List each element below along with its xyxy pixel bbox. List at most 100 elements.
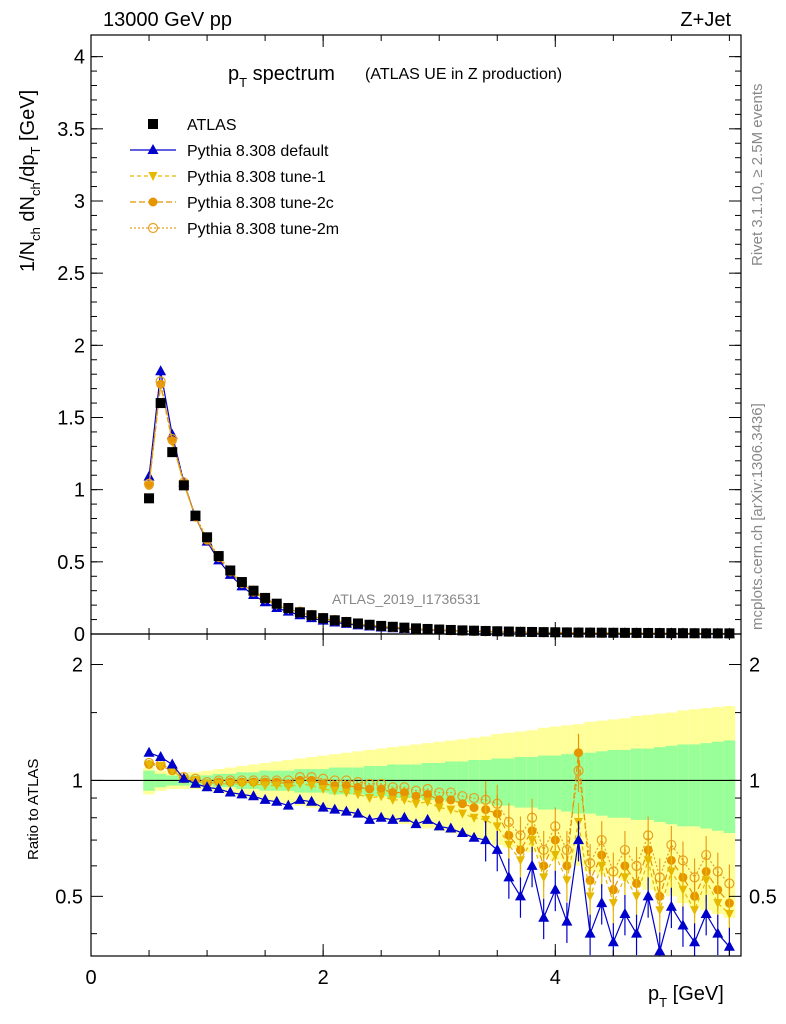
ratio-ytick-label: 1 — [72, 770, 83, 792]
band-inner — [561, 754, 573, 812]
ratio-point-tune1 — [632, 892, 642, 902]
ratio-point-tune1 — [249, 779, 258, 789]
ratio-point-tune1 — [411, 799, 421, 809]
ratio-ytick-label: 0.5 — [55, 886, 83, 908]
ratio-point-tune1 — [283, 783, 293, 793]
ratio-point-default — [433, 820, 445, 831]
main-point-atlas — [422, 623, 433, 634]
main-point-atlas — [144, 493, 155, 504]
main-ytick-label: 4 — [74, 47, 85, 69]
main-ytick-label: 1.5 — [57, 407, 85, 429]
ratio-point-tune1 — [399, 795, 409, 805]
ratio-point-default — [491, 843, 503, 854]
ratio-point-default — [213, 782, 225, 793]
legend-marker-tune2c — [148, 197, 158, 207]
ratio-point-tune1 — [295, 779, 305, 789]
main-point-atlas — [225, 565, 236, 576]
band-inner — [375, 766, 387, 797]
ratio-ylabel: Ratio to ATLAS — [25, 759, 42, 860]
ratio-point-tune1 — [515, 856, 525, 866]
ratio-point-tune1 — [643, 856, 653, 866]
xtick-label: 0 — [85, 967, 96, 989]
axes: 0 0.5 1 1.5 2 2.5 3 3.5 4 0 2 4 0.5 1 2 0.5 1 2 — [55, 34, 777, 989]
side-text-bottom: mcplots.cern.ch [arXiv:1306.3436] — [749, 403, 766, 630]
main-data — [143, 365, 735, 639]
ratio-point-tune1 — [307, 781, 317, 791]
band-inner — [630, 748, 643, 820]
ratio-point-tune1 — [446, 805, 456, 815]
main-point-atlas — [271, 598, 282, 609]
ratio-point-default — [248, 790, 259, 801]
band-inner — [595, 751, 608, 816]
ratio-ytick-label-right: 2 — [749, 654, 760, 676]
ratio-point-default — [166, 758, 178, 769]
ratio-point-default — [259, 793, 271, 804]
ratio-point-tune1 — [597, 861, 607, 871]
band-inner — [549, 755, 562, 810]
main-point-atlas — [260, 592, 271, 603]
ratio-point-default — [561, 915, 573, 926]
band-inner — [456, 761, 469, 802]
ratio-point-tune2c — [353, 782, 363, 792]
ratio-point-default — [573, 834, 584, 845]
ratio-point-tune1 — [423, 797, 433, 807]
band-inner — [421, 762, 434, 800]
ratio-point-default — [364, 813, 376, 824]
legend-marker-atlas — [148, 119, 158, 129]
main-point-atlas — [561, 627, 572, 638]
ratio-point-tune2c — [376, 784, 386, 794]
main-point-atlas — [445, 624, 456, 635]
band-inner — [410, 764, 422, 799]
main-point-atlas — [411, 623, 421, 634]
side-text-top: Rivet 3.1.10, ≥ 2.5M events — [749, 84, 766, 267]
ratio-point-default — [317, 801, 329, 812]
ratio-point-tune1 — [330, 786, 340, 796]
ratio-point-default — [271, 795, 283, 806]
ratio-point-tune2c — [411, 791, 421, 801]
ratio-point-tune2c — [574, 748, 583, 758]
main-point-atlas — [155, 398, 166, 409]
ratio-point-tune1 — [318, 784, 328, 794]
band-inner — [607, 749, 620, 818]
band-inner — [584, 752, 596, 814]
plot-subtitle: (ATLAS UE in Z production) — [365, 66, 562, 83]
ratio-point-tune1 — [481, 815, 491, 825]
legend-marker-tune2m — [147, 222, 159, 234]
ratio-point-tune1 — [492, 822, 502, 832]
ratio-point-tune1 — [376, 792, 386, 802]
legend-label-tune2c: Pythia 8.308 tune-2c — [187, 195, 334, 212]
ratio-point-default — [155, 751, 167, 762]
ratio-point-default — [143, 746, 155, 757]
main-point-atlas — [527, 626, 538, 637]
ratio-point-tune1 — [713, 899, 723, 909]
header-left: 13000 GeV pp — [103, 9, 232, 31]
ratio-point-default — [340, 805, 352, 816]
band-inner — [526, 757, 538, 808]
ratio-point-tune1 — [457, 809, 467, 819]
band-inner — [723, 740, 736, 834]
ratio-point-tune1 — [690, 906, 700, 916]
ratio-point-default — [503, 871, 515, 882]
ratio-point-tune2c — [341, 781, 351, 791]
band-inner — [503, 758, 515, 806]
ratio-point-default — [189, 777, 201, 788]
ratio-point-tune1 — [156, 762, 166, 772]
legend-label-tune2m: Pythia 8.308 tune-2m — [187, 221, 339, 238]
ratio-point-default — [456, 827, 468, 838]
main-point-atlas — [469, 625, 480, 636]
main-ytick-label: 1 — [74, 480, 85, 502]
band-inner — [537, 755, 550, 810]
ratio-point-tune1 — [260, 781, 270, 791]
legend-label-atlas: ATLAS — [187, 117, 237, 134]
ratio-bands — [91, 706, 741, 918]
main-point-atlas — [677, 628, 688, 639]
main-point-atlas — [190, 510, 201, 521]
ratio-point-default — [642, 890, 654, 901]
ratio-point-default — [619, 907, 631, 918]
plot-title: pT spectrum — [228, 63, 335, 90]
ratio-point-default — [584, 927, 596, 938]
ratio-point-tune1 — [167, 766, 177, 776]
ratio-point-default — [677, 919, 689, 930]
ratio-point-tune2m — [468, 792, 480, 804]
